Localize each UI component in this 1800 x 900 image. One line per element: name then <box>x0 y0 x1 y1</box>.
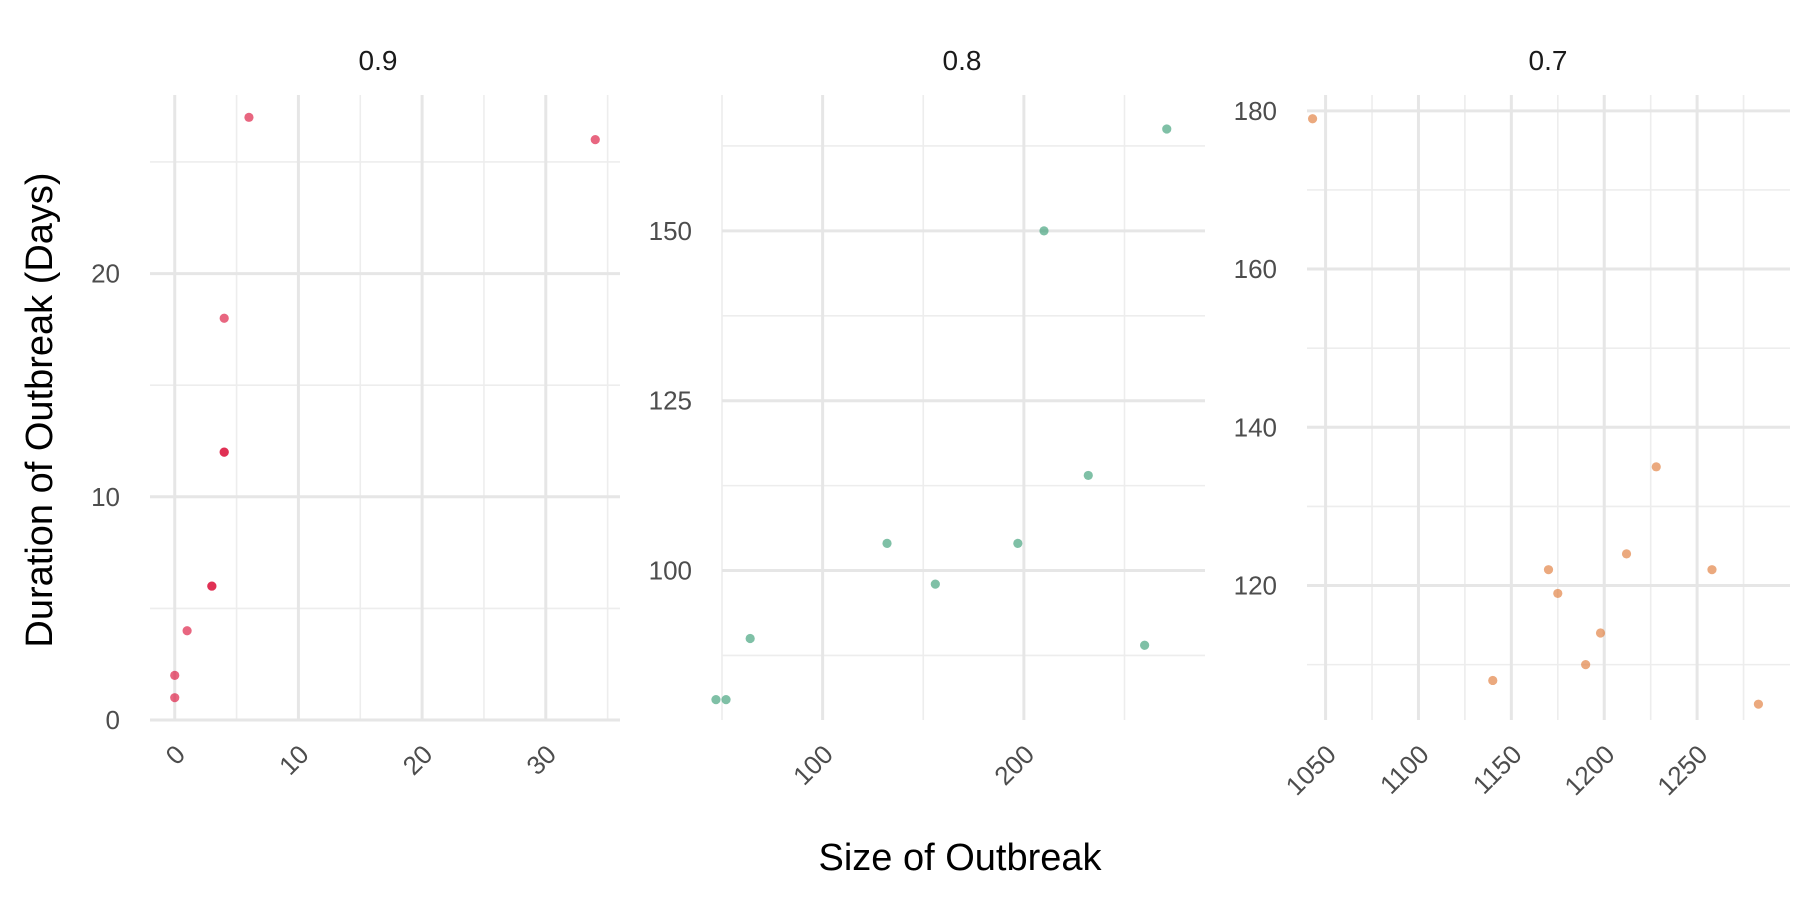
data-point <box>1581 660 1591 670</box>
y-tick-label: 0 <box>106 705 120 735</box>
data-point <box>1140 640 1150 650</box>
panel-title: 0.9 <box>359 45 398 76</box>
panel-0: 0.9 0 10 20 0 10 20 30 <box>91 45 620 781</box>
data-point <box>219 313 229 323</box>
y-tick-label: 100 <box>649 556 692 586</box>
data-point <box>882 538 892 548</box>
data-point <box>1543 565 1554 575</box>
data-point <box>745 633 755 644</box>
y-tick-label: 20 <box>91 259 120 289</box>
data-point <box>207 581 217 591</box>
data-point <box>1753 699 1764 709</box>
data-point <box>930 579 940 589</box>
x-axis-title: Size of Outbreak <box>818 837 1102 879</box>
y-tick-label: 125 <box>649 386 692 416</box>
data-point <box>1307 114 1318 124</box>
x-tick-label: 1100 <box>1374 739 1435 800</box>
x-tick-label: 200 <box>988 739 1040 791</box>
x-tick-label: 30 <box>520 739 562 781</box>
data-point <box>1162 124 1172 134</box>
data-point <box>1651 462 1661 472</box>
data-point <box>1039 226 1049 236</box>
x-tick-label: 1050 <box>1280 739 1342 801</box>
y-tick-label: 10 <box>91 482 120 512</box>
y-tick-label: 180 <box>1234 96 1277 126</box>
x-tick-label: 20 <box>397 739 439 781</box>
data-point <box>1488 675 1498 686</box>
data-point <box>590 135 600 145</box>
panel-title: 0.8 <box>943 45 982 76</box>
data-point <box>1707 565 1717 575</box>
data-point <box>1013 538 1023 548</box>
x-tick-label: 0 <box>160 739 191 770</box>
x-tick-label: 1200 <box>1558 739 1620 801</box>
data-point <box>170 670 180 680</box>
panel-1: 0.8 100 125 150 100 200 <box>649 45 1205 791</box>
data-point <box>1553 588 1563 599</box>
data-point <box>1621 549 1632 559</box>
y-tick-label: 160 <box>1234 254 1277 284</box>
y-tick-label: 140 <box>1234 412 1277 442</box>
data-point <box>721 695 731 705</box>
data-point <box>219 447 229 457</box>
x-tick-label: 100 <box>787 739 839 791</box>
data-point <box>170 693 180 703</box>
y-axis-title: Duration of Outbreak (Days) <box>19 172 61 647</box>
data-point <box>1595 628 1606 638</box>
data-point <box>244 112 254 122</box>
y-tick-label: 120 <box>1234 571 1277 601</box>
x-tick-label: 1250 <box>1651 739 1713 801</box>
data-point <box>1083 470 1093 481</box>
panel-2: 0.7 120 140 160 180 1050 1100 1150 1200 1250 <box>1234 45 1790 801</box>
x-tick-label: 1150 <box>1467 739 1528 800</box>
y-tick-label: 150 <box>649 216 692 246</box>
x-tick-label: 10 <box>273 739 315 781</box>
panel-title: 0.7 <box>1529 45 1568 76</box>
data-point <box>711 695 721 705</box>
data-point <box>182 626 192 636</box>
